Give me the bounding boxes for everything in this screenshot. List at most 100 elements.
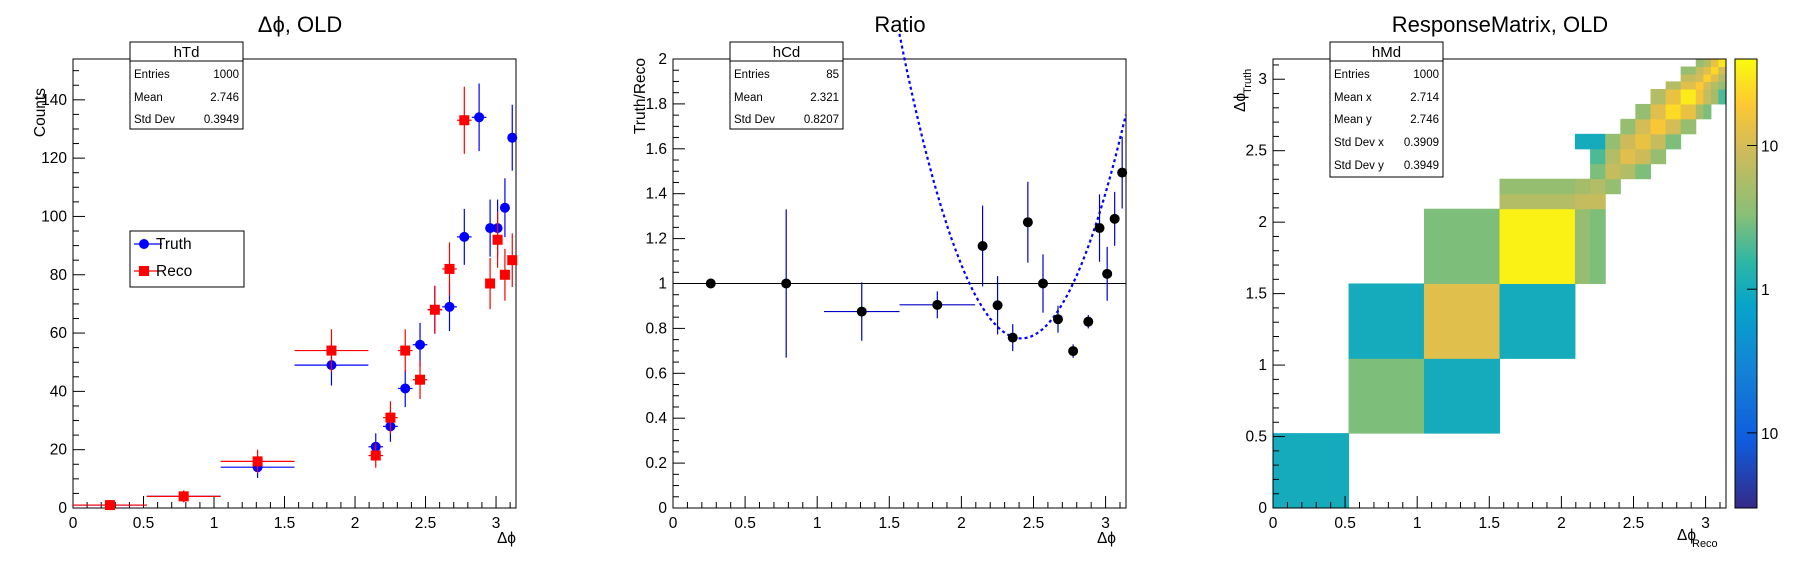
y-tick-label: 120 — [41, 150, 67, 167]
heatmap-cell — [1620, 163, 1636, 180]
heatmap-cell — [1665, 103, 1682, 120]
heatmap-cell — [1650, 133, 1667, 150]
data-point — [485, 278, 496, 289]
x-tick-label: 2.5 — [1023, 515, 1045, 532]
y-axis-label: Δϕ Truth — [1232, 69, 1254, 112]
legend-reco-marker — [139, 266, 149, 276]
heatmap-cell — [1710, 66, 1719, 75]
heatmap-cell — [1650, 103, 1667, 120]
heatmap-cell — [1703, 58, 1712, 68]
series-truth — [73, 83, 518, 511]
data-point — [992, 300, 1003, 311]
heatmap-cell — [1635, 163, 1652, 180]
data-point — [1038, 278, 1049, 289]
data-point — [499, 202, 510, 213]
x-tick-label: 1.5 — [274, 515, 296, 532]
stats-value: 2.714 — [1410, 92, 1439, 104]
heatmap-cell — [1423, 358, 1501, 434]
legend-truth-marker — [139, 239, 149, 249]
series-reco — [73, 86, 518, 511]
y-tick-label: 1 — [658, 276, 667, 293]
chart-title: Ratio — [874, 12, 925, 37]
heatmap-cell — [1605, 163, 1621, 180]
data-point — [781, 278, 792, 289]
heatmap-cell — [1605, 133, 1621, 150]
heatmap-cell — [1680, 118, 1697, 135]
data-point — [1094, 223, 1105, 234]
stats-label: Mean y — [1334, 114, 1372, 126]
data-point — [1052, 314, 1063, 325]
y-tick-label: 40 — [50, 383, 68, 400]
y-tick-label: 1.8 — [645, 96, 667, 113]
heatmap-cell — [1703, 73, 1712, 82]
heatmap-cell — [1574, 193, 1591, 210]
data-point — [1109, 213, 1120, 224]
data-point — [485, 223, 496, 234]
stats-box-frame — [1329, 60, 1444, 178]
y-tick-label: 2 — [658, 51, 667, 68]
heatmap-cell — [1590, 178, 1606, 195]
panel-ratio: Ratio 0 0.5 1 1.5 2 2.5 3 0 0.2 0.4 0.6 0.8 1 1.2 1.4 1… — [632, 12, 1128, 547]
heatmap-cell — [1665, 118, 1682, 135]
y-tick-label: 0.5 — [1245, 429, 1267, 446]
data-point — [1083, 316, 1094, 327]
color-bar-label: 1 — [1761, 282, 1770, 299]
heatmap-cell — [1499, 283, 1576, 359]
heatmap-cell — [1423, 283, 1501, 359]
heatmap-cell — [1718, 73, 1727, 82]
heatmap-cell — [1605, 148, 1621, 165]
heatmap-cell — [1718, 66, 1727, 75]
y-tick-label: 60 — [50, 325, 68, 342]
y-tick-label: 0 — [658, 500, 667, 517]
x-tick-label: 0.5 — [1334, 515, 1356, 532]
x-tick-label: 1.5 — [879, 515, 901, 532]
data-point — [459, 231, 470, 242]
legend-box — [129, 230, 245, 288]
y-tick-label: 0 — [1258, 500, 1267, 517]
heatmap-cell — [1718, 88, 1727, 105]
plot-area: 0 0.5 1 1.5 2 2.5 3 0 0.5 1 1.5 2 2.5 3 10 1 10 — [1245, 58, 1779, 532]
x-tick-label: 3 — [1101, 515, 1110, 532]
y-tick-label: 80 — [50, 267, 68, 284]
plot-area: 0 0.5 1 1.5 2 2.5 3 0 20 40 60 80 100 120 140 — [41, 58, 518, 532]
stats-box-name: hTd — [174, 44, 200, 61]
stats-box-header — [729, 41, 844, 62]
y-axis-label-sub: Truth — [1242, 69, 1254, 94]
y-axis-label: Counts — [32, 88, 49, 137]
heatmap-cell — [1680, 103, 1697, 120]
heatmap-cell — [1680, 66, 1697, 75]
plot-area: 0 0.5 1 1.5 2 2.5 3 0 0.2 0.4 0.6 0.8 1 1.2 1.4 1.6 1.8 2 — [645, 33, 1128, 532]
data-point — [492, 234, 503, 245]
y-axis-label-main: Δϕ — [1232, 93, 1249, 112]
panel-delta-phi: Δϕ, OLD 0 0.5 1 1.5 2 2.5 3020406080100120140 … — [32, 12, 518, 547]
data-point — [252, 456, 263, 467]
heatmap-cell — [1499, 208, 1576, 284]
heatmap-cell — [1620, 118, 1636, 135]
data-point — [507, 132, 518, 143]
heatmap-cell — [1680, 81, 1697, 90]
data-point — [326, 345, 337, 356]
heatmap-cell — [1665, 133, 1682, 150]
heatmap-cell — [1695, 73, 1704, 82]
heatmap-cell — [1665, 88, 1682, 105]
x-tick-label: 2 — [957, 515, 966, 532]
data-point — [856, 306, 867, 317]
x-tick-label: 0 — [69, 515, 78, 532]
heatmap-cell — [1710, 88, 1719, 105]
x-tick-label: 0.5 — [133, 515, 155, 532]
data-point — [499, 269, 510, 280]
heatmap-cell — [1574, 178, 1591, 195]
heatmap-cell — [1590, 148, 1606, 165]
data-point — [370, 450, 381, 461]
x-tick-label: 3 — [1701, 515, 1710, 532]
data-point — [1007, 332, 1018, 343]
heatmap-cells — [1273, 58, 1727, 509]
y-tick-label: 2 — [1258, 214, 1267, 231]
data-point — [444, 263, 455, 274]
y-tick-label: 140 — [41, 92, 67, 109]
heatmap-cell — [1718, 58, 1727, 68]
stats-box-name: hMd — [1372, 44, 1401, 61]
heatmap-cell — [1635, 103, 1652, 120]
stats-value: 1000 — [213, 69, 239, 81]
